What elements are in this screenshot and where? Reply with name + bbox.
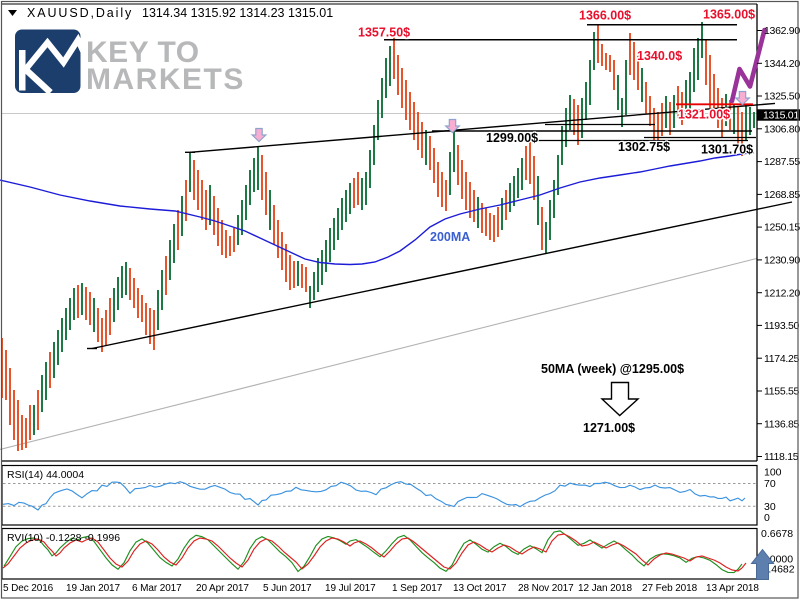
svg-text:1174.25: 1174.25 xyxy=(764,353,800,365)
svg-text:1321.00$: 1321.00$ xyxy=(678,108,730,122)
svg-text:1299.00$: 1299.00$ xyxy=(486,131,538,145)
svg-text:1340.0$: 1340.0$ xyxy=(637,49,682,63)
svg-text:1301.70$: 1301.70$ xyxy=(701,143,753,157)
svg-text:12 Jan 2018: 12 Jan 2018 xyxy=(578,583,632,594)
svg-text:1344.20: 1344.20 xyxy=(764,58,800,70)
svg-text:50MA (week) @1295.00$: 50MA (week) @1295.00$ xyxy=(541,362,684,376)
svg-text:19 Jul 2017: 19 Jul 2017 xyxy=(325,583,376,594)
svg-text:27 Feb 2018: 27 Feb 2018 xyxy=(642,583,698,594)
svg-text:1357.50$: 1357.50$ xyxy=(358,26,410,40)
svg-text:1118.15: 1118.15 xyxy=(764,451,799,463)
svg-text:1287.55: 1287.55 xyxy=(764,156,800,168)
svg-text:13 Oct 2017: 13 Oct 2017 xyxy=(453,583,507,594)
svg-text:100: 100 xyxy=(764,467,782,479)
svg-text:1362.90: 1362.90 xyxy=(764,25,800,37)
svg-text:1136.85: 1136.85 xyxy=(764,418,800,430)
svg-text:1366.00$: 1366.00$ xyxy=(579,9,631,23)
svg-text:30: 30 xyxy=(764,501,776,513)
svg-text:XAUUSD,Daily: XAUUSD,Daily xyxy=(27,6,133,20)
svg-text:RVI(10) -0.1228 -0.1996: RVI(10) -0.1228 -0.1996 xyxy=(7,532,120,544)
svg-text:1230.90: 1230.90 xyxy=(764,255,800,267)
svg-text:KEY TO: KEY TO xyxy=(86,36,200,69)
svg-text:1365.00$: 1365.00$ xyxy=(703,8,755,22)
svg-text:28 Nov 2017: 28 Nov 2017 xyxy=(518,583,574,594)
svg-text:200MA: 200MA xyxy=(430,230,470,244)
svg-text:6 Mar 2017: 6 Mar 2017 xyxy=(132,583,182,594)
svg-text:0: 0 xyxy=(764,512,770,524)
svg-text:1325.50: 1325.50 xyxy=(764,91,800,103)
svg-text:1315.01: 1315.01 xyxy=(763,109,799,121)
svg-text:1250.15: 1250.15 xyxy=(764,222,800,234)
svg-text:1271.00$: 1271.00$ xyxy=(583,421,635,435)
svg-text:MARKETS: MARKETS xyxy=(86,63,245,96)
svg-text:19 Jan 2017: 19 Jan 2017 xyxy=(66,583,120,594)
svg-text:1306.80: 1306.80 xyxy=(764,123,800,135)
svg-text:1 Sep 2017: 1 Sep 2017 xyxy=(392,583,443,594)
svg-text:1212.20: 1212.20 xyxy=(764,287,800,299)
svg-text:1268.85: 1268.85 xyxy=(764,189,800,201)
svg-text:1314.34 1315.92 1314.23 1315.0: 1314.34 1315.92 1314.23 1315.01 xyxy=(142,6,333,20)
svg-text:1155.55: 1155.55 xyxy=(764,386,800,398)
svg-text:5 Jun 2017: 5 Jun 2017 xyxy=(263,583,312,594)
svg-text:RSI(14) 44.0004: RSI(14) 44.0004 xyxy=(7,469,84,481)
svg-text:13 Apr 2018: 13 Apr 2018 xyxy=(706,583,759,594)
svg-text:70: 70 xyxy=(764,478,776,490)
svg-text:1193.50: 1193.50 xyxy=(764,320,800,332)
svg-text:5 Dec 2016: 5 Dec 2016 xyxy=(3,583,54,594)
svg-text:0.6678: 0.6678 xyxy=(761,528,793,540)
svg-text:1302.75$: 1302.75$ xyxy=(618,140,670,154)
svg-text:20 Apr 2017: 20 Apr 2017 xyxy=(196,583,249,594)
